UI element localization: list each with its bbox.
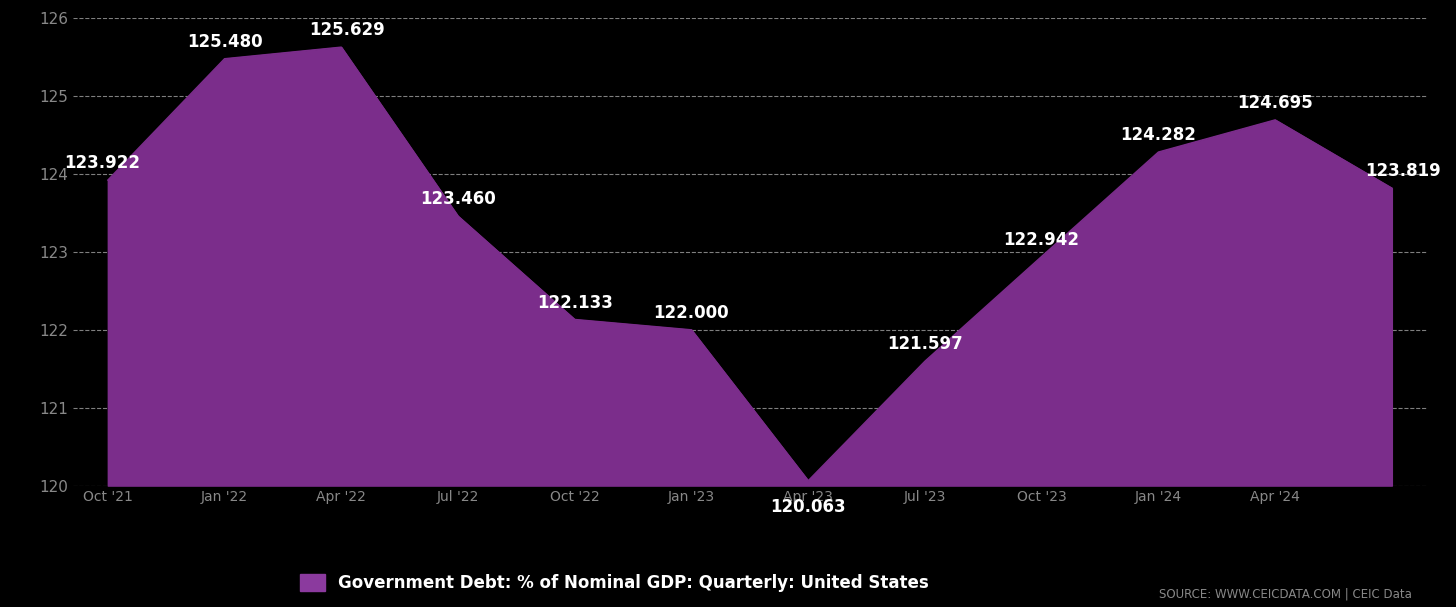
Text: 123.819: 123.819: [1366, 162, 1441, 180]
Text: 124.695: 124.695: [1238, 94, 1313, 112]
Text: 125.629: 125.629: [309, 21, 384, 39]
Text: 123.922: 123.922: [64, 154, 140, 172]
Text: 122.942: 122.942: [1003, 231, 1080, 249]
Text: 122.000: 122.000: [654, 304, 729, 322]
Text: 122.133: 122.133: [537, 294, 613, 311]
Text: 124.282: 124.282: [1121, 126, 1197, 144]
Text: 121.597: 121.597: [887, 336, 962, 353]
Text: 123.460: 123.460: [421, 190, 496, 208]
Text: SOURCE: WWW.CEICDATA.COM | CEIC Data: SOURCE: WWW.CEICDATA.COM | CEIC Data: [1159, 588, 1412, 601]
Text: 120.063: 120.063: [770, 498, 846, 516]
Text: 125.480: 125.480: [186, 33, 262, 51]
Legend: Government Debt: % of Nominal GDP: Quarterly: United States: Government Debt: % of Nominal GDP: Quart…: [293, 568, 936, 599]
